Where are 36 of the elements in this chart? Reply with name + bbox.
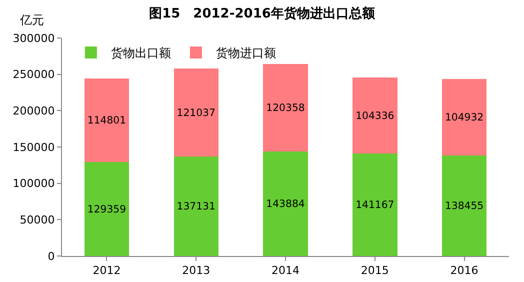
bar <box>174 156 218 256</box>
y-tick-label: 150000 <box>12 140 55 154</box>
data-label: 104932 <box>444 112 484 124</box>
y-tick-label: 50000 <box>20 214 55 227</box>
data-label: 129359 <box>87 204 126 216</box>
data-label: 121037 <box>176 108 216 119</box>
chart-title: 图15 2012-2016年货物进出口总额 <box>149 6 376 22</box>
legend-label: 货物进口额 <box>216 46 276 60</box>
bar <box>263 64 308 152</box>
bar <box>442 79 487 156</box>
legend-label: 货物出口额 <box>110 46 171 60</box>
data-label: 138455 <box>444 201 484 212</box>
data-label: 104336 <box>356 110 394 122</box>
y-tick-label: 100000 <box>12 177 55 190</box>
data-label: 141167 <box>356 200 394 212</box>
y-tick-label: 200000 <box>12 104 55 118</box>
x-tick-label: 2015 <box>360 264 389 278</box>
bar <box>442 155 487 256</box>
bar <box>352 78 398 154</box>
y-tick-label: 250000 <box>12 68 55 82</box>
bar <box>84 162 130 256</box>
y-axis-title: 亿元 <box>19 13 44 27</box>
data-label: 137131 <box>176 202 216 213</box>
x-tick-label: 2012 <box>92 264 121 278</box>
bar <box>352 153 398 256</box>
data-label: 120358 <box>266 103 305 114</box>
y-tick-label: 300000 <box>12 32 55 45</box>
bar <box>263 151 308 256</box>
x-tick-label: 2013 <box>182 264 210 278</box>
y-tick-label: 0 <box>48 250 55 263</box>
bar <box>84 78 130 162</box>
x-tick-label: 2016 <box>450 264 478 278</box>
data-label: 143884 <box>266 199 305 210</box>
data-label: 114801 <box>87 116 126 127</box>
x-tick-label: 2014 <box>272 264 300 278</box>
bar <box>174 68 218 156</box>
